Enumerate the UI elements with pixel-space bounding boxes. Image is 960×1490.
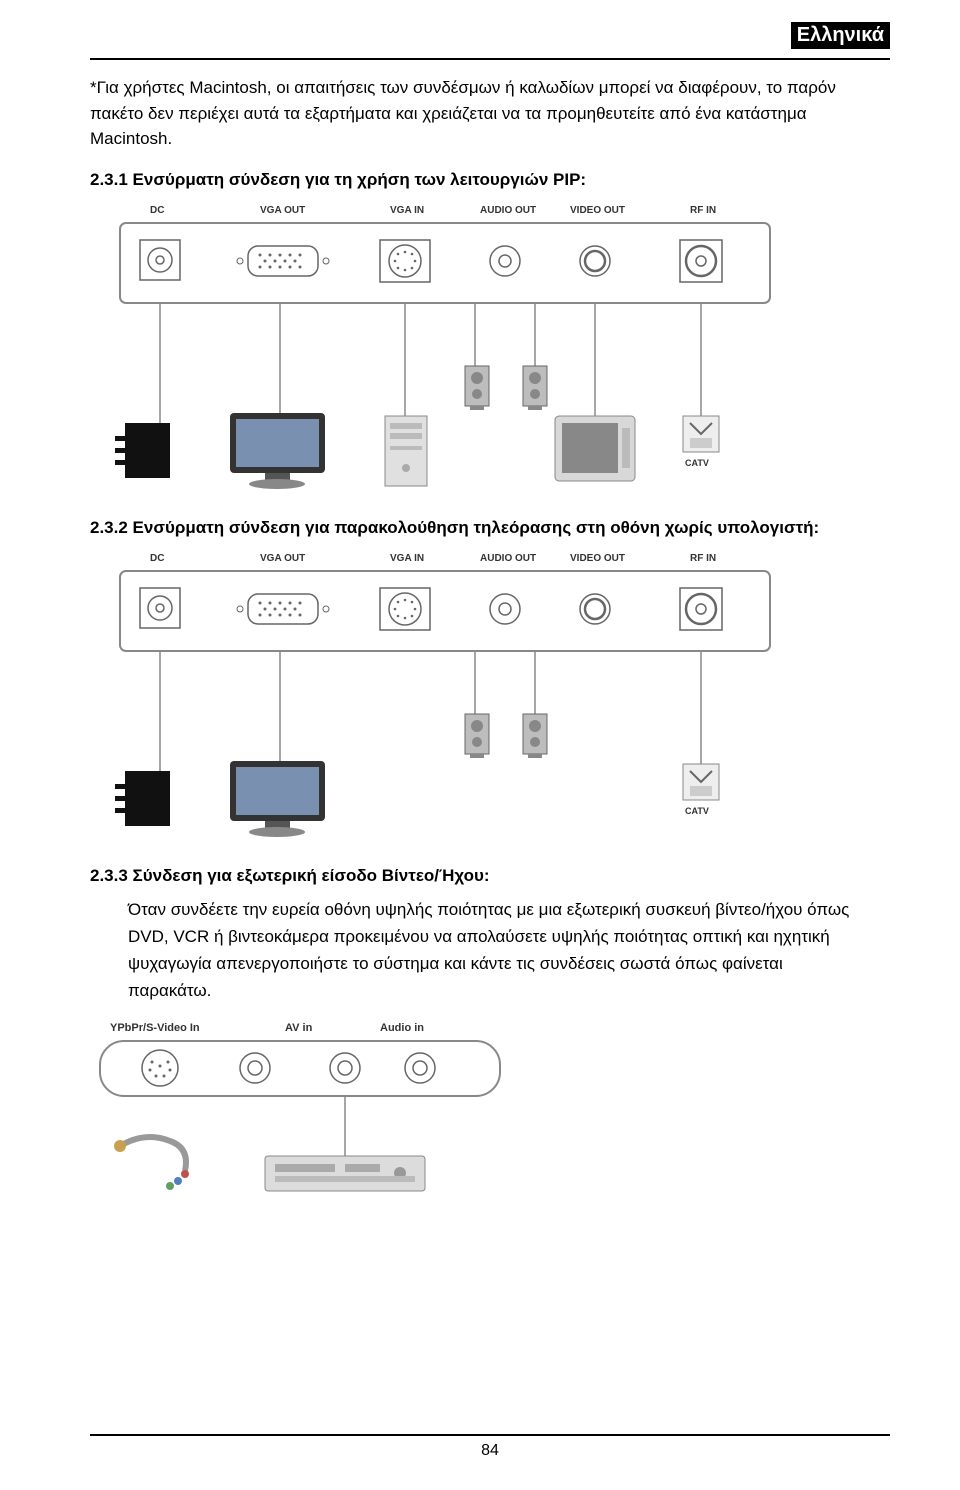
tv-icon [555,416,635,481]
port-label-dc: DC [150,205,164,216]
port-label-vga-in: VGA IN [390,205,424,216]
section-232-title: 2.3.2 Ενσύρματη σύνδεση για παρακολούθησ… [90,518,890,538]
language-badge: Ελληνικά [791,22,890,49]
section-231-title: 2.3.1 Ενσύρματη σύνδεση για τη χρήση των… [90,170,890,190]
svg-text:VIDEO OUT: VIDEO OUT [570,553,625,564]
page-footer: 84 [90,1434,890,1460]
dvd-player-icon [265,1156,425,1191]
power-adapter-icon [125,423,170,478]
svg-text:VGA OUT: VGA OUT [260,553,305,564]
intro-paragraph: *Για χρήστες Macintosh, οι απαιτήσεις τω… [90,75,890,152]
svg-text:CATV: CATV [685,806,709,816]
diagram-231: DC VGA OUT VGA IN AUDIO OUT VIDEO OUT RF… [90,198,890,498]
page-number: 84 [481,1442,499,1459]
svg-text:AUDIO OUT: AUDIO OUT [480,553,536,564]
port-label-video-out: VIDEO OUT [570,205,625,216]
label-av-in: AV in [285,1022,313,1034]
svg-text:DC: DC [150,553,164,564]
port-label-vga-out: VGA OUT [260,205,305,216]
catv-icon: CATV [683,416,719,468]
svg-text:CATV: CATV [685,458,709,468]
svg-text:RF IN: RF IN [690,553,716,564]
diagram-233: YPbPr/S-Video In AV in Audio in [90,1016,890,1206]
cable-bunch-icon [114,1137,189,1190]
svg-text:VGA IN: VGA IN [390,553,424,564]
main-content: *Για χρήστες Macintosh, οι απαιτήσεις τω… [90,75,890,1226]
bottom-horizontal-rule [90,1434,890,1436]
monitor-icon [230,413,325,489]
pc-tower-icon [385,416,427,486]
back-panel [120,223,770,303]
top-horizontal-rule [90,58,890,60]
label-ypbpr: YPbPr/S-Video In [110,1022,200,1034]
port-label-rf-in: RF IN [690,205,716,216]
diagram-232: DC VGA OUT VGA IN AUDIO OUT VIDEO OUT RF… [90,546,890,846]
speaker-left-icon [465,366,489,410]
section-233-title: 2.3.3 Σύνδεση για εξωτερική είσοδο Βίντε… [90,866,890,886]
label-audio-in: Audio in [380,1022,424,1034]
speaker-right-icon [523,366,547,410]
para-233: Όταν συνδέετε την ευρεία οθόνη υψηλής πο… [128,896,870,1005]
port-label-audio-out: AUDIO OUT [480,205,536,216]
